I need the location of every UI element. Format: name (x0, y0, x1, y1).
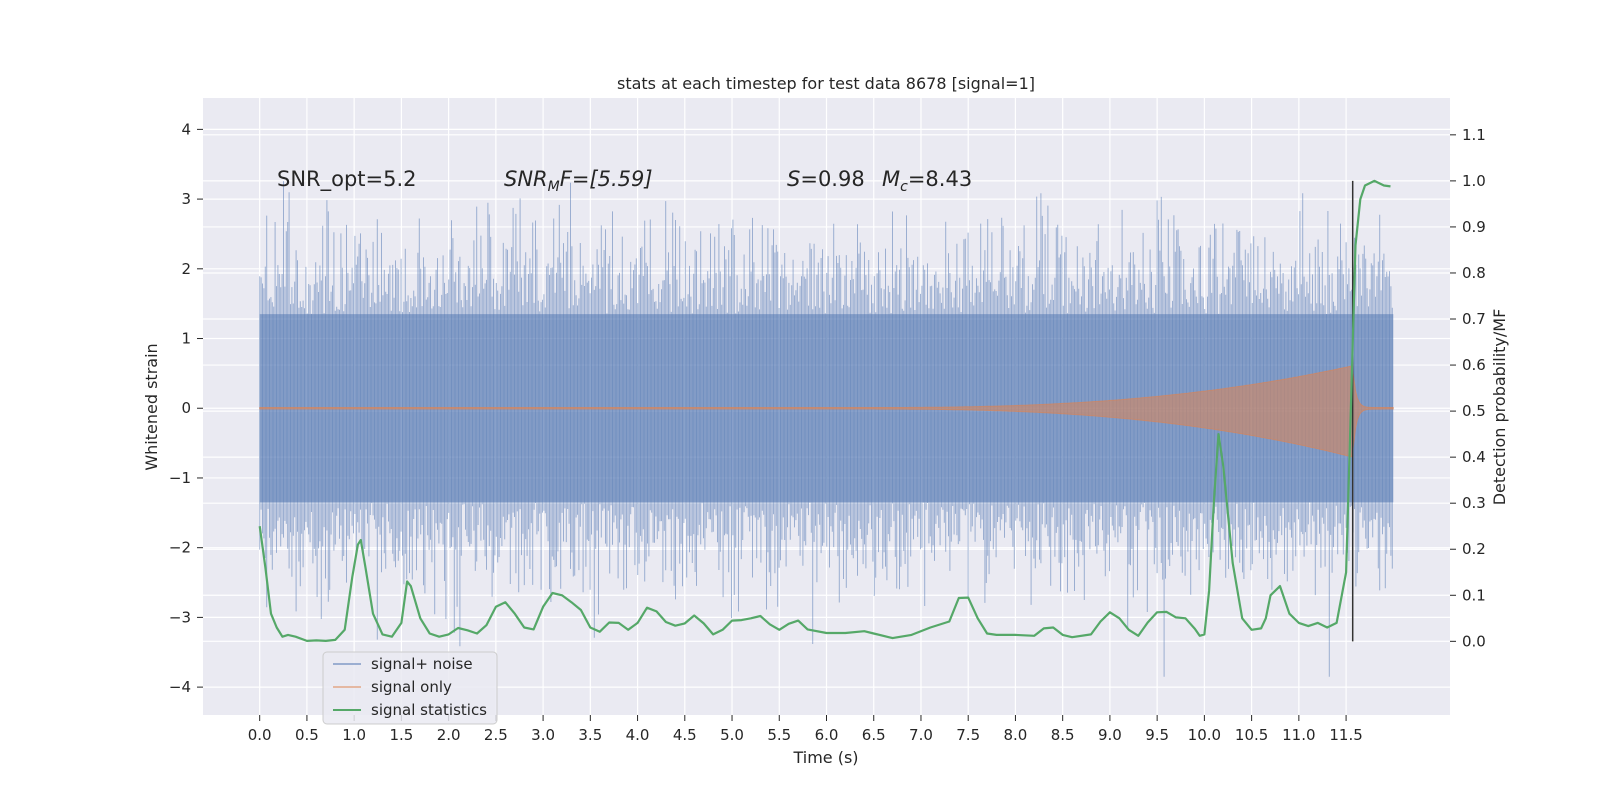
y-tick-label-1: 3 (181, 190, 191, 208)
y2-tick-label-6: 0.5 (1462, 402, 1486, 420)
annotation-snr-opt: SNR_opt=5.2 (277, 167, 417, 192)
annotation-mc-sub: c (900, 179, 908, 195)
annotation-snr-mf-rest: F=[5.59] (560, 167, 653, 191)
y2-tick-label-11: 0.0 (1462, 632, 1486, 650)
x-tick-label-20: 10.0 (1188, 726, 1221, 744)
y2-tick-label-2: 0.9 (1462, 218, 1486, 236)
y-tick-label-7: −3 (169, 608, 191, 626)
x-tick-label-0: 0.0 (248, 726, 272, 744)
legend-label-signal-noise: signal+ noise (371, 655, 473, 673)
x-tick-label-12: 6.0 (815, 726, 839, 744)
x-tick-label-1: 0.5 (295, 726, 319, 744)
annotation-snr-mf-base: SNR (504, 167, 548, 191)
x-tick-label-7: 3.5 (578, 726, 602, 744)
x-tick-label-3: 1.5 (389, 726, 413, 744)
legend-box (322, 651, 498, 725)
y-tick-label-2: 2 (181, 260, 191, 278)
x-tick-label-9: 4.5 (673, 726, 697, 744)
y-tick-label-3: 1 (181, 330, 191, 348)
annotation-mc: Mc=8.43 (882, 167, 972, 195)
x-tick-label-11: 5.5 (767, 726, 791, 744)
annotation-snr-mf: SNRMF=[5.59] (504, 167, 653, 195)
y-tick-label-6: −2 (169, 539, 191, 557)
y2-tick-label-0: 1.1 (1462, 126, 1486, 144)
series-signal-only (259, 365, 1394, 458)
x-tick-label-10: 5.0 (720, 726, 744, 744)
y2-tick-label-3: 0.8 (1462, 264, 1486, 282)
x-tick-label-6: 3.0 (531, 726, 555, 744)
x-tick-label-15: 7.5 (956, 726, 980, 744)
x-tick-label-17: 8.5 (1051, 726, 1075, 744)
y2-tick-label-4: 0.7 (1462, 310, 1486, 328)
x-tick-label-21: 10.5 (1235, 726, 1268, 744)
annotation-s-rest: =0.98 (800, 167, 864, 191)
x-axis-label: Time (s) (792, 748, 858, 767)
x-tick-label-13: 6.5 (862, 726, 886, 744)
x-tick-label-4: 2.0 (437, 726, 461, 744)
chirp-envelope (259, 365, 1394, 458)
annotation-mc-rest: =8.43 (908, 167, 972, 191)
series-signal-statistics (258, 179, 1391, 642)
x-tick-label-8: 4.0 (626, 726, 650, 744)
annotation-s: S=0.98 (787, 167, 865, 191)
y2-tick-label-10: 0.1 (1462, 586, 1486, 604)
x-tick-label-19: 9.5 (1145, 726, 1169, 744)
x-tick-label-5: 2.5 (484, 726, 508, 744)
x-tick-label-18: 9.0 (1098, 726, 1122, 744)
x-tick-label-16: 8.0 (1004, 726, 1028, 744)
y2-tick-label-9: 0.2 (1462, 540, 1486, 558)
stats-line (258, 179, 1391, 642)
y2-axis-label: Detection probability/MF (1490, 309, 1509, 506)
x-tick-label-2: 1.0 (342, 726, 366, 744)
y-tick-label-0: 4 (181, 120, 191, 138)
x-tick-label-14: 7.0 (909, 726, 933, 744)
y2-axis-ticks: 1.1 1.0 0.9 0.8 0.7 0.6 0.5 0.4 0.3 0.2 0.1 0.0 (1450, 126, 1486, 650)
annotation-snr-mf-sub: M (548, 179, 560, 195)
legend-label-signal-only: signal only (371, 678, 452, 696)
chart-title: stats at each timestep for test data 867… (617, 74, 1035, 93)
y-tick-label-4: 0 (181, 399, 191, 417)
legend-label-signal-statistics: signal statistics (371, 701, 487, 719)
x-axis-ticks: 0.0 0.5 1.0 1.5 2.0 2.5 3.0 3.5 4.0 4.5 5.0 5.5 6.0 6… (248, 715, 1363, 744)
y-tick-label-8: −4 (169, 678, 191, 696)
y2-tick-label-5: 0.6 (1462, 356, 1486, 374)
y2-tick-label-8: 0.3 (1462, 494, 1486, 512)
y-tick-label-5: −1 (169, 469, 191, 487)
x-tick-label-22: 11.0 (1282, 726, 1315, 744)
y2-tick-label-7: 0.4 (1462, 448, 1486, 466)
annotation-mc-base: M (882, 167, 900, 191)
x-tick-label-23: 11.5 (1329, 726, 1362, 744)
y-axis-label: Whitened strain (142, 343, 161, 470)
y2-tick-label-1: 1.0 (1462, 172, 1486, 190)
y-axis-ticks: 4 3 2 1 0 −1 −2 −3 −4 (169, 120, 203, 696)
legend: signal+ noise signal only signal statist… (322, 651, 498, 725)
annotation-s-base: S (787, 167, 800, 191)
